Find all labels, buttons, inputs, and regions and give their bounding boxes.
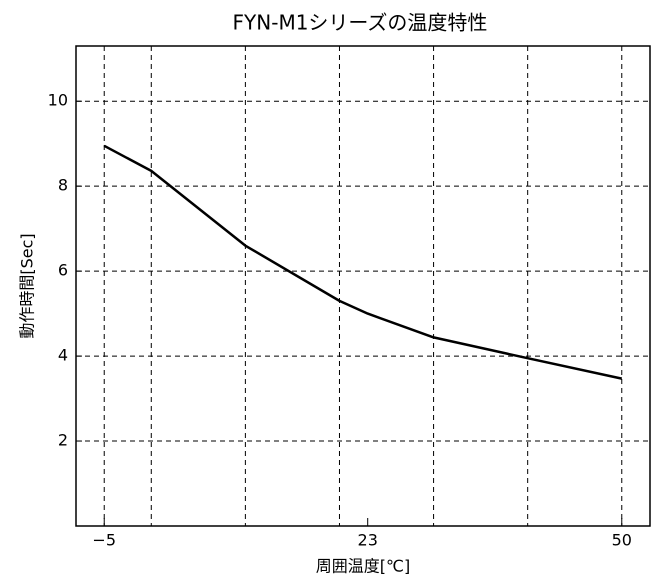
- y-tick-label: 10: [48, 91, 68, 110]
- y-axis-label: 動作時間[Sec]: [18, 233, 37, 338]
- x-axis-label: 周囲温度[℃]: [316, 557, 410, 576]
- y-tick-label: 2: [58, 431, 68, 450]
- x-tick-label: −5: [92, 531, 116, 550]
- chart-title: FYN-M1シリーズの温度特性: [233, 11, 488, 35]
- x-tick-label: 23: [358, 531, 378, 550]
- y-tick-label: 8: [58, 176, 68, 195]
- y-tick-label: 6: [58, 261, 68, 280]
- plot-frame: [75, 45, 651, 527]
- x-tick-label: 50: [612, 531, 632, 550]
- data-line: [103, 144, 623, 380]
- y-tick-label: 4: [58, 346, 68, 365]
